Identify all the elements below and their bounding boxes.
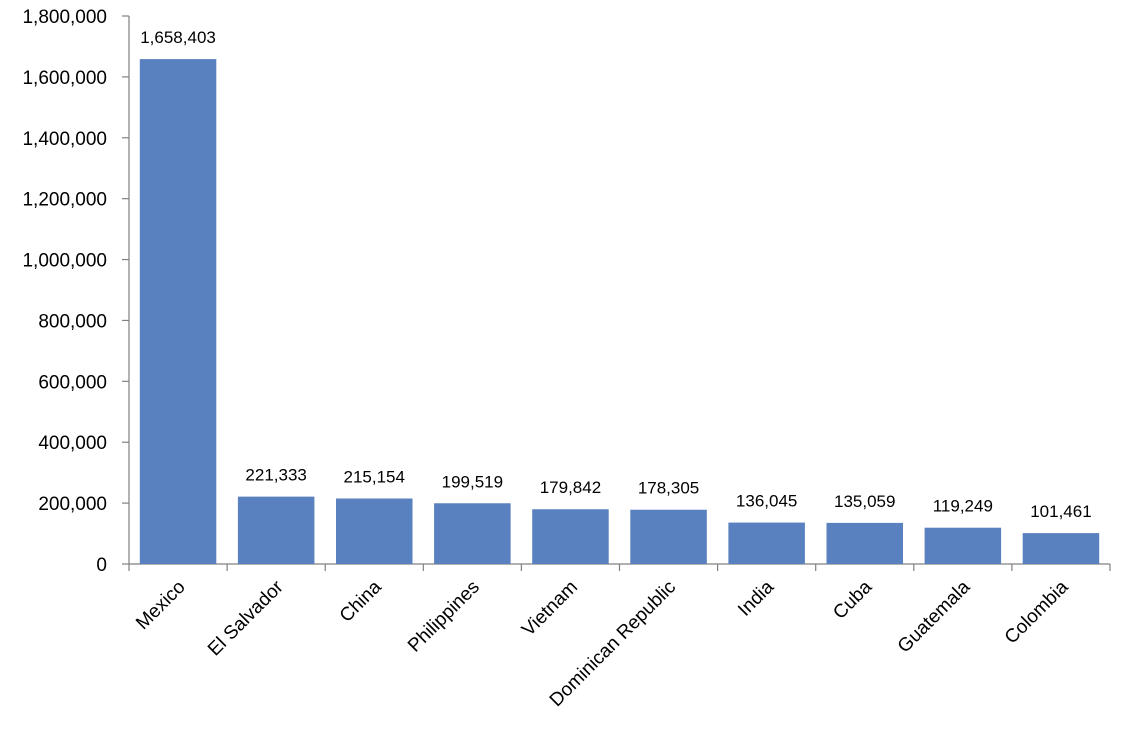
bar-philippines	[434, 503, 511, 564]
bar-dominican-republic	[630, 509, 707, 564]
bar-india	[728, 522, 805, 564]
data-label: 179,842	[540, 478, 601, 497]
category-label: Colombia	[1001, 576, 1073, 648]
category-label: India	[734, 576, 778, 620]
category-label: Cuba	[829, 576, 876, 623]
data-label: 215,154	[344, 467, 405, 486]
category-label: Philippines	[404, 577, 484, 657]
bar-vietnam	[532, 509, 609, 564]
y-tick-label: 1,600,000	[22, 68, 107, 89]
y-tick-label: 1,400,000	[22, 129, 107, 150]
category-label: El Salvador	[204, 576, 288, 660]
category-label: Guatemala	[894, 576, 975, 657]
data-label: 136,045	[736, 492, 797, 511]
data-label: 178,305	[638, 479, 699, 498]
bar-mexico	[139, 59, 217, 564]
data-label: 119,249	[933, 497, 993, 516]
bar-china	[335, 498, 413, 564]
y-tick-label: 400,000	[38, 433, 107, 454]
category-label: China	[336, 576, 386, 626]
y-tick-label: 200,000	[38, 494, 107, 515]
y-tick-label: 1,000,000	[22, 251, 107, 272]
bar-cuba	[826, 522, 904, 564]
category-label: Vietnam	[518, 577, 582, 641]
y-tick-label: 0	[96, 555, 107, 576]
bar-guatemala	[924, 527, 1002, 564]
data-label: 1,658,403	[140, 28, 216, 47]
category-label: Mexico	[132, 577, 189, 634]
y-tick-label: 600,000	[38, 372, 107, 393]
data-label: 199,519	[442, 472, 503, 491]
y-tick-label: 1,800,000	[22, 7, 107, 28]
y-tick-label: 800,000	[38, 311, 107, 332]
data-label: 135,059	[834, 492, 895, 511]
data-label: 101,461	[1030, 502, 1091, 521]
bar-el-salvador	[237, 496, 315, 564]
bar-colombia	[1022, 533, 1100, 564]
y-tick-label: 1,200,000	[22, 190, 107, 211]
data-label: 221,333	[245, 466, 306, 485]
